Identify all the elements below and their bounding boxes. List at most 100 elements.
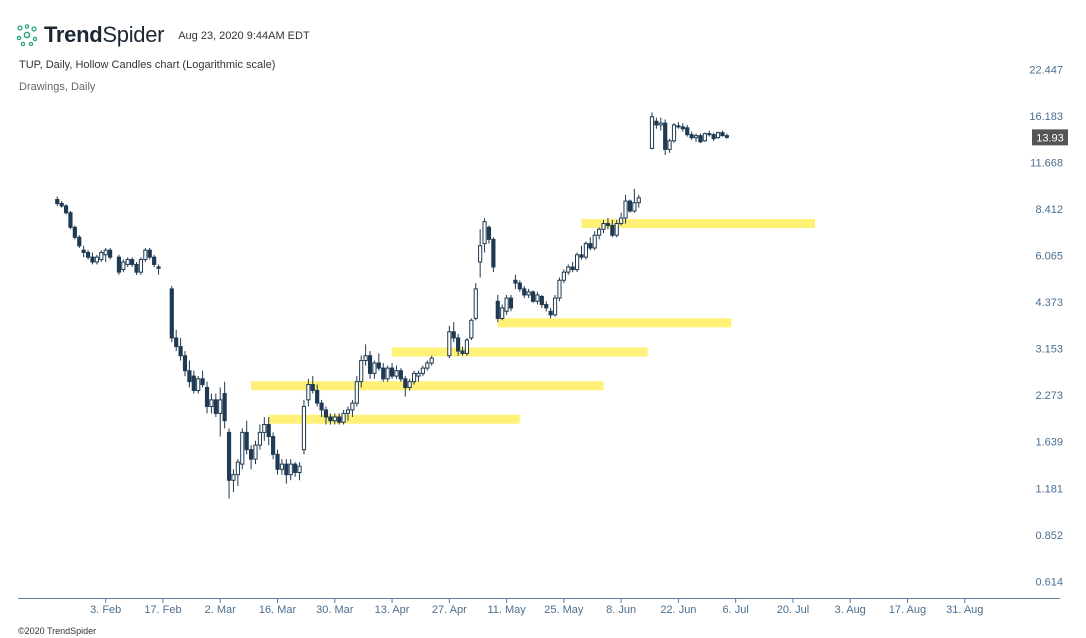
candle bbox=[420, 365, 425, 377]
candle-body bbox=[341, 412, 346, 423]
candle bbox=[345, 406, 351, 421]
x-tick-label: 22. Jun bbox=[660, 604, 696, 616]
candle bbox=[491, 237, 496, 273]
candle-body bbox=[337, 416, 342, 423]
y-tick-label: 2.273 bbox=[1035, 390, 1063, 402]
last-price-tag: 13.93 bbox=[1032, 129, 1068, 146]
y-tick-label: 0.614 bbox=[1035, 576, 1063, 588]
candle bbox=[500, 304, 505, 321]
x-tick-label: 31. Aug bbox=[946, 604, 983, 616]
candle bbox=[244, 420, 249, 455]
candle-body bbox=[486, 226, 492, 240]
candle-body bbox=[204, 386, 210, 407]
candle bbox=[601, 219, 606, 234]
zone-4[interactable] bbox=[581, 219, 815, 229]
candle-body bbox=[429, 357, 434, 364]
zone-2[interactable] bbox=[392, 347, 648, 357]
candle bbox=[222, 381, 227, 429]
trendspider-logo-icon bbox=[16, 24, 38, 46]
candle bbox=[676, 122, 681, 129]
candle bbox=[654, 117, 659, 129]
candle bbox=[583, 241, 588, 260]
candle-body bbox=[385, 367, 390, 380]
x-tick-label: 8. Jun bbox=[606, 604, 636, 616]
candle bbox=[508, 294, 514, 312]
candle-body bbox=[583, 243, 588, 258]
candle-body bbox=[552, 297, 558, 316]
candle-body bbox=[68, 212, 73, 228]
candle-body bbox=[597, 228, 602, 236]
candle bbox=[323, 406, 329, 425]
candle bbox=[376, 353, 381, 371]
candle-body bbox=[332, 416, 337, 422]
candle bbox=[561, 269, 566, 284]
candle-body bbox=[328, 416, 333, 422]
candle bbox=[685, 124, 690, 137]
candle-body bbox=[671, 124, 677, 142]
candle-body bbox=[200, 378, 205, 386]
zone-1[interactable] bbox=[251, 381, 604, 391]
candle bbox=[680, 123, 685, 132]
candle bbox=[156, 264, 161, 275]
x-tick-label: 2. Mar bbox=[205, 604, 237, 616]
candle bbox=[315, 384, 320, 407]
candle bbox=[623, 194, 628, 224]
candle-body bbox=[147, 249, 152, 258]
x-tick-label: 11. May bbox=[487, 604, 526, 616]
candle bbox=[411, 370, 417, 385]
zone-3[interactable] bbox=[497, 318, 732, 328]
candle bbox=[63, 204, 69, 215]
candle bbox=[257, 424, 262, 450]
candle bbox=[429, 355, 434, 366]
candle-body bbox=[513, 279, 518, 284]
candle-body bbox=[279, 463, 285, 470]
candle-body bbox=[85, 251, 91, 258]
candle-body bbox=[649, 116, 655, 149]
candle bbox=[332, 413, 337, 425]
candle-body bbox=[248, 449, 254, 460]
y-tick-label: 1.639 bbox=[1035, 437, 1063, 449]
candle bbox=[178, 337, 183, 361]
candle-body bbox=[354, 381, 359, 404]
candle-body bbox=[724, 135, 729, 138]
candle-body bbox=[275, 453, 280, 470]
zone-0[interactable] bbox=[268, 414, 520, 424]
candle-body bbox=[623, 200, 628, 219]
candle-body bbox=[667, 140, 672, 150]
candle bbox=[169, 285, 174, 343]
candle bbox=[125, 257, 130, 267]
candle-body bbox=[491, 238, 496, 268]
candle-body bbox=[658, 122, 663, 126]
y-tick-label: 0.852 bbox=[1035, 530, 1063, 542]
candle bbox=[363, 344, 368, 366]
candle bbox=[693, 133, 699, 142]
candle-body bbox=[619, 217, 624, 225]
candle bbox=[689, 131, 694, 140]
x-tick-label: 3. Feb bbox=[90, 604, 121, 616]
candle bbox=[121, 259, 126, 273]
candle bbox=[341, 409, 346, 425]
candle-body bbox=[495, 300, 500, 319]
candle bbox=[610, 219, 615, 238]
candle bbox=[196, 376, 201, 394]
candle bbox=[85, 250, 91, 260]
candle-body bbox=[500, 307, 505, 319]
candle-body bbox=[143, 249, 148, 261]
candle-body bbox=[99, 251, 104, 261]
candle bbox=[77, 235, 82, 248]
candle bbox=[526, 288, 531, 299]
candle bbox=[544, 301, 549, 312]
candle-body bbox=[152, 256, 157, 265]
candle bbox=[649, 112, 655, 150]
candle bbox=[103, 247, 108, 262]
last-price-box bbox=[1032, 129, 1068, 146]
candle bbox=[293, 462, 298, 477]
candle-body bbox=[530, 291, 536, 302]
candle bbox=[213, 393, 218, 417]
candle bbox=[279, 459, 285, 475]
candle-body bbox=[63, 205, 69, 214]
candle bbox=[619, 212, 624, 226]
candle bbox=[218, 387, 223, 437]
candle-body bbox=[253, 444, 258, 460]
